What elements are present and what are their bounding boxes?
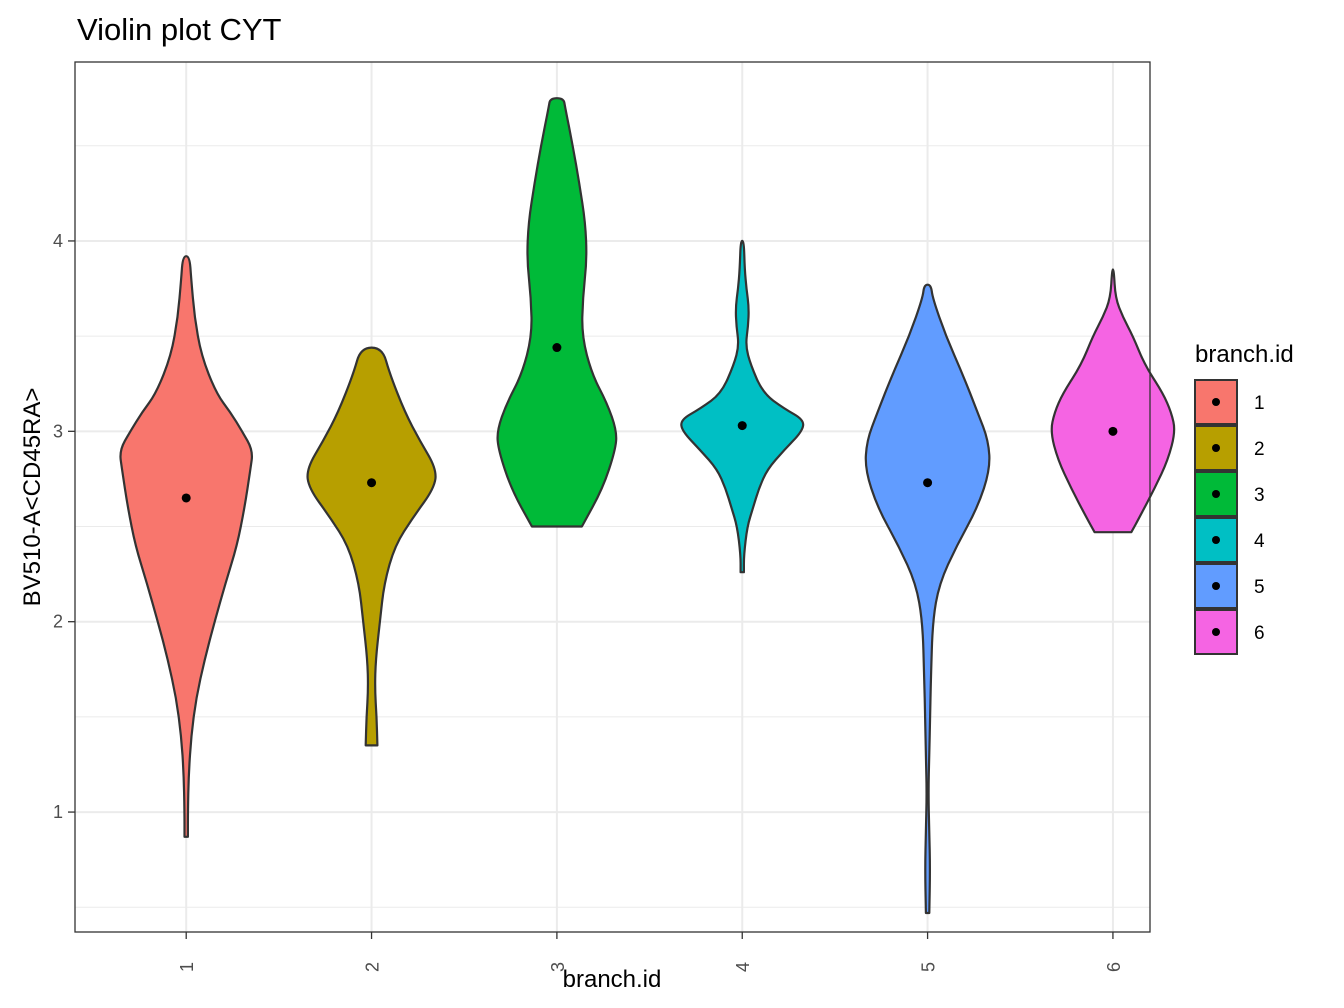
y-tick-label: 4 bbox=[53, 231, 63, 251]
y-tick-label: 1 bbox=[53, 802, 63, 822]
plot-border bbox=[74, 61, 1151, 933]
legend-key-point bbox=[1212, 490, 1220, 498]
legend-key-point bbox=[1212, 444, 1220, 452]
legend-label-1: 1 bbox=[1254, 393, 1265, 414]
median-point-4 bbox=[737, 421, 747, 431]
median-point-3 bbox=[552, 343, 562, 353]
legend-key-point bbox=[1212, 628, 1220, 636]
legend-label-5: 5 bbox=[1254, 577, 1265, 598]
legend: branch.id 1 2 3 4 5 6 bbox=[1194, 341, 1294, 655]
violin-6 bbox=[1050, 268, 1176, 534]
y-tick-label: 3 bbox=[53, 421, 63, 441]
y-axis-title: BV510-A<CD45RA> bbox=[19, 388, 46, 607]
y-tick-label: 2 bbox=[53, 612, 63, 632]
y-axis: 1 2 3 4 bbox=[53, 231, 75, 822]
violin-4 bbox=[680, 239, 805, 574]
legend-key-2 bbox=[1194, 425, 1238, 471]
legend-label-2: 2 bbox=[1254, 439, 1265, 460]
legend-items: 1 2 3 4 5 6 bbox=[1194, 379, 1265, 655]
legend-key-point bbox=[1212, 536, 1220, 544]
violin-3 bbox=[496, 97, 618, 528]
legend-label-4: 4 bbox=[1254, 531, 1265, 552]
median-point-2 bbox=[367, 478, 377, 488]
x-tick-label: 4 bbox=[733, 962, 753, 972]
x-axis: 1 2 3 4 5 6 bbox=[177, 932, 1124, 972]
legend-label-3: 3 bbox=[1254, 485, 1265, 506]
x-axis-title: branch.id bbox=[563, 966, 662, 993]
x-tick-label: 5 bbox=[919, 962, 939, 972]
legend-key-point bbox=[1212, 398, 1220, 406]
x-tick-label: 1 bbox=[177, 962, 197, 972]
legend-key-6 bbox=[1194, 609, 1238, 655]
median-point-5 bbox=[923, 478, 933, 488]
legend-label-6: 6 bbox=[1254, 623, 1265, 644]
x-tick-label: 6 bbox=[1104, 962, 1124, 972]
median-point-1 bbox=[181, 493, 191, 503]
median-points bbox=[181, 343, 1118, 503]
legend-title: branch.id bbox=[1195, 341, 1294, 368]
chart-title: Violin plot CYT bbox=[77, 12, 282, 47]
median-point-6 bbox=[1108, 426, 1118, 436]
x-tick-label: 2 bbox=[363, 962, 383, 972]
violin-2 bbox=[306, 346, 437, 747]
violin-1 bbox=[119, 255, 253, 838]
grid-minor bbox=[75, 145, 1150, 908]
x-tick-label: 3 bbox=[548, 962, 568, 972]
legend-key-point bbox=[1212, 582, 1220, 590]
violin-5 bbox=[864, 283, 991, 915]
violins bbox=[119, 97, 1176, 915]
